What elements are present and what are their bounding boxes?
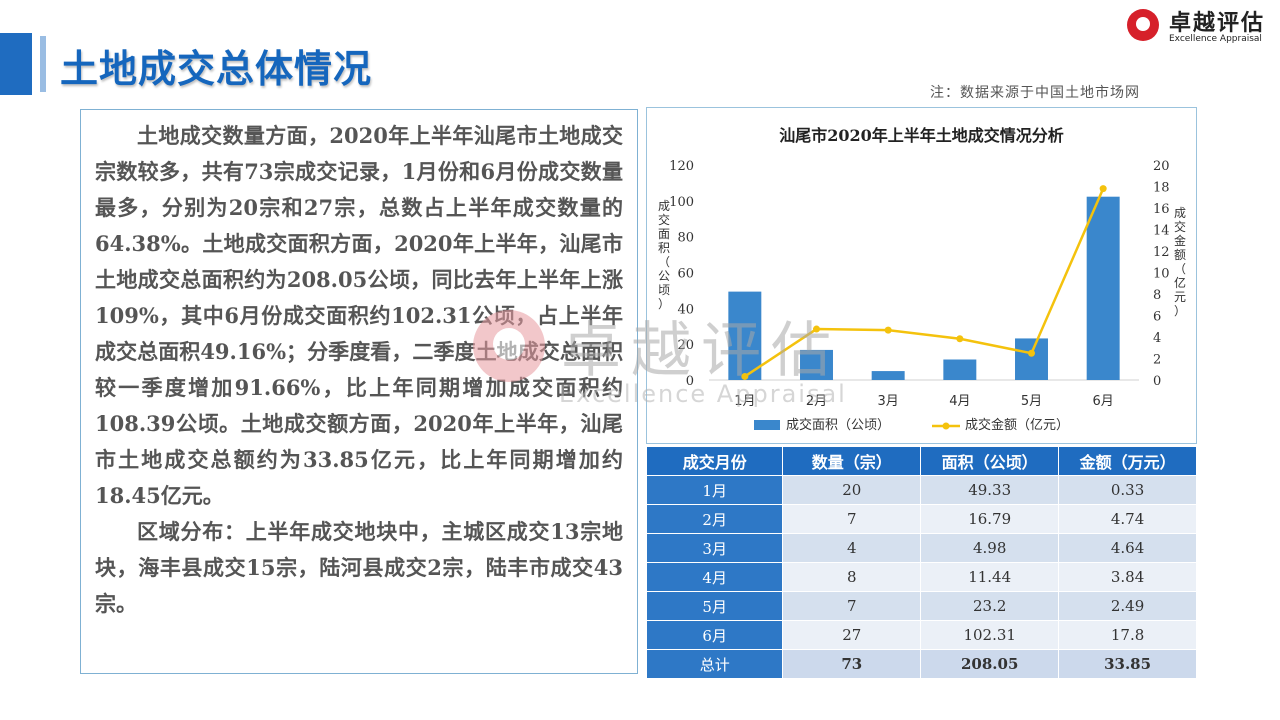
x-tick-label: 4月 <box>949 394 970 409</box>
y-right-tick-label: 18 <box>1153 181 1170 196</box>
amount-point-3 <box>884 326 892 334</box>
y-left-tick-label: 60 <box>677 267 694 282</box>
page-title: 土地成交总体情况 <box>60 47 373 91</box>
row-count: 8 <box>782 562 922 592</box>
amount-point-2 <box>813 325 820 333</box>
y-right-tick-label: 12 <box>1153 245 1170 260</box>
row-amount: 0.33 <box>1058 475 1197 505</box>
bar-3 <box>871 371 905 380</box>
row-month: 2月 <box>645 504 784 534</box>
y-left-tick-label: 120 <box>669 159 694 174</box>
header-count: 数量（宗） <box>782 446 922 476</box>
row-month: 6月 <box>645 620 784 650</box>
row-count: 7 <box>782 504 922 534</box>
y-right-tick-label: 10 <box>1153 267 1170 282</box>
row-count: 27 <box>782 620 922 650</box>
company-logo: 卓越评估 Excellence Appraisal <box>1127 7 1277 45</box>
y-right-tick-label: 4 <box>1153 331 1161 346</box>
table-row: 4月 8 11.44 3.84 <box>645 562 1197 592</box>
bar-4 <box>943 359 977 380</box>
total-amount: 33.85 <box>1058 649 1197 679</box>
row-count: 20 <box>782 475 922 505</box>
transaction-table: 成交月份 数量（宗） 面积（公顷） 金额（万元） 1月 20 49.33 0.3… <box>645 446 1197 679</box>
legend-line-marker <box>942 422 950 430</box>
x-tick-label: 6月 <box>1093 394 1114 409</box>
y-right-tick-label: 2 <box>1153 353 1161 368</box>
combo-chart: 0 20 40 60 80 100 120 0 2 4 6 8 10 12 14 16 18 20 成交面积（公顷）… <box>658 159 1186 433</box>
legend-bar-label: 成交面积（公顷） <box>786 417 890 433</box>
amount-point-1 <box>741 372 749 380</box>
x-tick-label: 1月 <box>734 394 755 409</box>
y-left-axis-title: 成交面积（公顷） <box>658 199 670 311</box>
logo-english-name: Excellence Appraisal <box>1169 34 1262 44</box>
data-source-note: 注：数据来源于中国土地市场网 <box>930 85 1140 101</box>
header-month: 成交月份 <box>645 446 784 476</box>
region-paragraph: 区域分布：上半年成交地块中，主城区成交13宗地块，海丰县成交15宗，陆河县成交2… <box>95 519 623 616</box>
y-left-tick-label: 0 <box>686 374 694 389</box>
summary-paragraph: 土地成交数量方面，2020年上半年汕尾市土地成交宗数较多，共有73宗成交记录，1… <box>95 123 623 508</box>
table-row: 3月 4 4.98 4.64 <box>645 533 1197 563</box>
amount-point-5 <box>1028 349 1035 357</box>
row-amount: 4.74 <box>1058 504 1197 534</box>
table-header-row: 成交月份 数量（宗） 面积（公顷） 金额（万元） <box>645 446 1197 476</box>
legend-bar-swatch <box>754 420 780 430</box>
logo-chinese-name: 卓越评估 <box>1169 11 1266 36</box>
y-right-axis-title: 成交金额（亿元） <box>1174 206 1186 318</box>
legend-line-label: 成交金额（亿元） <box>965 417 1069 433</box>
y-right-tick-label: 8 <box>1153 288 1161 303</box>
row-amount: 2.49 <box>1058 591 1197 621</box>
x-tick-label: 2月 <box>806 394 827 409</box>
y-left-tick-label: 80 <box>677 231 694 246</box>
row-area: 11.44 <box>920 562 1060 592</box>
table-row: 1月 20 49.33 0.33 <box>645 475 1197 505</box>
row-count: 7 <box>782 591 922 621</box>
table-row: 5月 7 23.2 2.49 <box>645 591 1197 621</box>
row-count: 4 <box>782 533 922 563</box>
row-amount: 17.8 <box>1058 620 1197 650</box>
y-right-tick-label: 0 <box>1153 374 1161 389</box>
bar-5 <box>1015 338 1048 380</box>
chart-title: 汕尾市2020年上半年土地成交情况分析 <box>779 126 1064 145</box>
row-month: 1月 <box>645 475 784 505</box>
amount-point-6 <box>1099 185 1107 193</box>
x-tick-label: 3月 <box>878 394 899 409</box>
row-area: 102.31 <box>920 620 1060 650</box>
total-count: 73 <box>782 649 922 679</box>
row-amount: 4.64 <box>1058 533 1197 563</box>
row-month: 4月 <box>645 562 784 592</box>
y-left-tick-label: 40 <box>677 302 694 317</box>
amount-line <box>744 188 1105 378</box>
table-total-row: 总计 73 208.05 33.85 <box>645 649 1197 679</box>
logo-mark-icon <box>1127 9 1159 41</box>
y-right-tick-label: 16 <box>1153 202 1170 217</box>
summary-text-box: 土地成交数量方面，2020年上半年汕尾市土地成交宗数较多，共有73宗成交记录，1… <box>80 109 638 674</box>
y-right-tick-label: 14 <box>1153 224 1170 239</box>
header-area: 面积（公顷） <box>920 446 1060 476</box>
chart-panel: 汕尾市2020年上半年土地成交情况分析 0 20 40 60 80 100 120 0 2 4 6 8… <box>646 107 1197 444</box>
y-right-tick-label: 6 <box>1153 310 1161 325</box>
bar-2 <box>800 349 833 380</box>
y-left-tick-label: 20 <box>677 338 694 353</box>
bar-1 <box>728 291 762 380</box>
header-amount: 金额（万元） <box>1058 446 1197 476</box>
row-area: 16.79 <box>920 504 1060 534</box>
amount-point-4 <box>956 335 964 343</box>
title-accent-bar <box>0 33 32 95</box>
row-amount: 3.84 <box>1058 562 1197 592</box>
bar-6 <box>1086 196 1120 380</box>
x-tick-label: 5月 <box>1021 394 1042 409</box>
row-area: 23.2 <box>920 591 1060 621</box>
y-right-tick-label: 20 <box>1153 159 1170 174</box>
row-area: 49.33 <box>920 475 1060 505</box>
title-accent-stripe <box>40 36 46 92</box>
total-label: 总计 <box>645 649 784 679</box>
row-month: 3月 <box>645 533 784 563</box>
row-area: 4.98 <box>920 533 1060 563</box>
row-month: 5月 <box>645 591 784 621</box>
table-row: 6月 27 102.31 17.8 <box>645 620 1197 650</box>
y-left-tick-label: 100 <box>669 195 694 210</box>
table-row: 2月 7 16.79 4.74 <box>645 504 1197 534</box>
total-area: 208.05 <box>920 649 1060 679</box>
